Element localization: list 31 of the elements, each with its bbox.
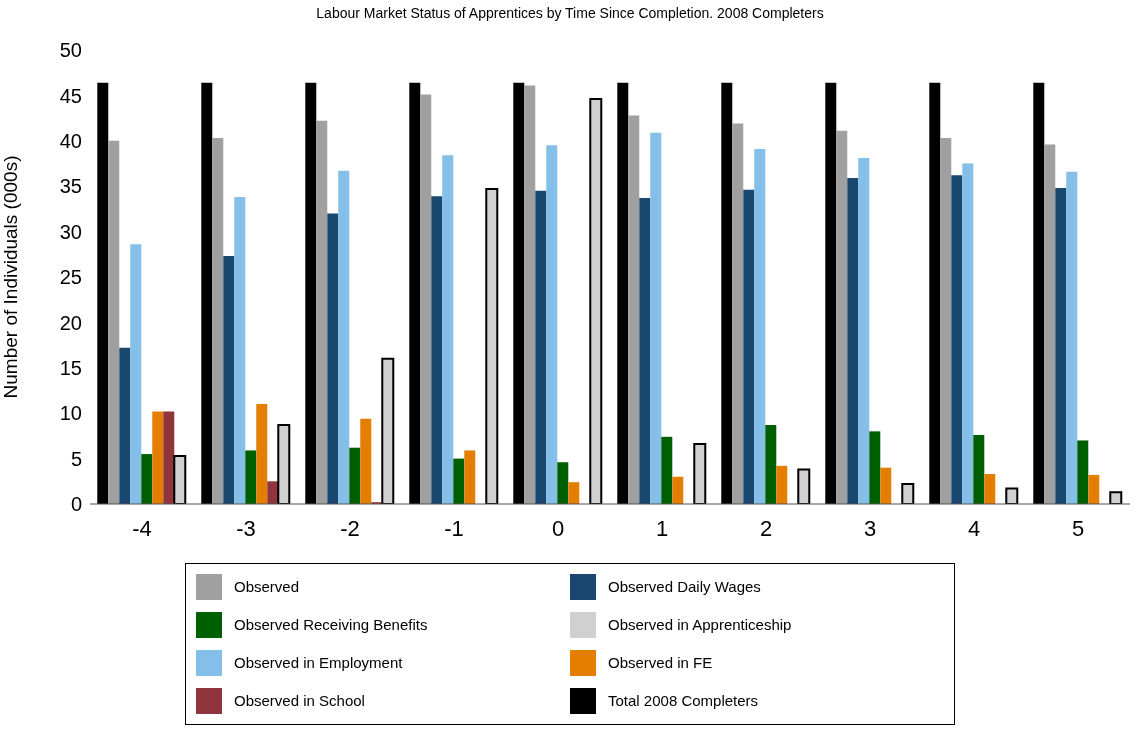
legend-label: Observed in Apprenticeship [608,616,792,633]
legend-label: Observed Daily Wages [608,578,761,595]
y-tick-label: 15 [59,356,82,379]
y-tick-label: 10 [59,402,82,425]
x-tick-label: 2 [759,515,773,541]
y-tick-label: 20 [59,311,82,334]
y-tick-label: 5 [70,447,82,470]
y-tick-label: 45 [59,84,82,107]
x-tick-label: 3 [863,515,877,541]
y-tick-label: 0 [70,493,82,516]
legend-label: Observed in School [234,692,365,709]
legend-label: Observed in Employment [234,654,403,671]
legend-label: Total 2008 Completers [608,692,759,709]
x-tick-label: 1 [655,515,669,541]
y-tick-label: 25 [59,266,82,289]
x-tick-label: -1 [444,515,464,541]
y-tick-label: 50 [59,39,82,62]
x-tick-label: -2 [340,515,360,541]
x-tick-label: 0 [551,515,565,541]
x-tick-label: 5 [1071,515,1085,541]
legend-label: Observed in FE [608,654,713,671]
y-tick-label: 30 [59,220,82,243]
legend-label: Observed [234,578,300,595]
y-axis-title: Number of Individuals (000s) [0,155,21,399]
legend-label: Observed Receiving Benefits [234,616,428,633]
y-tick-label: 35 [59,175,82,198]
x-tick-label: -3 [236,515,256,541]
chart-title: Labour Market Status of Apprentices by Time Since Completion. 2008 Completers [315,4,825,23]
x-tick-label: 4 [967,515,981,541]
y-tick-label: 40 [59,129,82,152]
x-tick-label: -4 [132,515,152,541]
